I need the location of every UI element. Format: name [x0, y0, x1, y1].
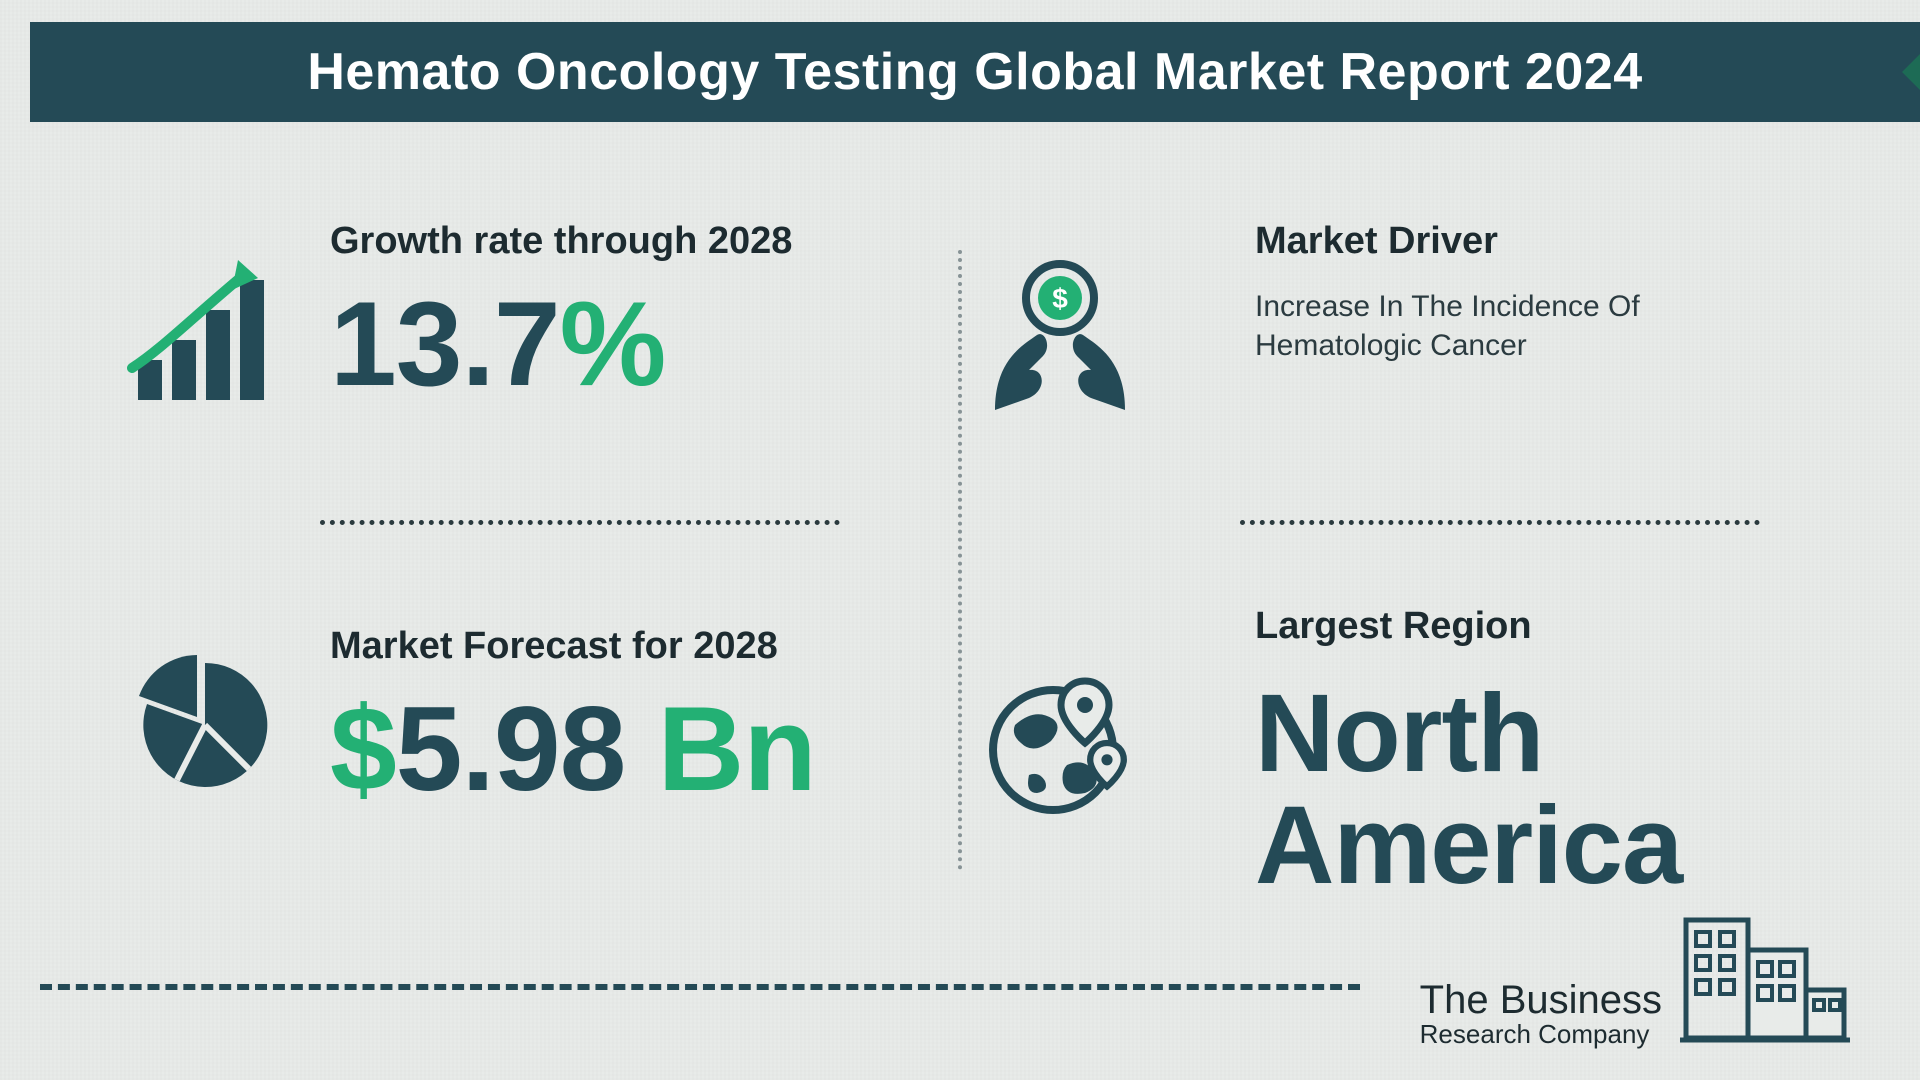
forecast-value-main: 5.98 — [396, 682, 658, 816]
forecast-label-rest: for 2028 — [621, 625, 777, 667]
growth-label-bold: Growth rate — [330, 220, 543, 262]
forecast-cell: Market Forecast for 2028 $5.98 Bn — [120, 565, 975, 920]
logo-buildings-icon — [1680, 900, 1850, 1050]
forecast-label: Market Forecast for 2028 — [330, 625, 955, 668]
title-bar: Hemato Oncology Testing Global Market Re… — [30, 22, 1920, 122]
growth-value-accent: % — [560, 277, 666, 411]
page-title: Hemato Oncology Testing Global Market Re… — [307, 42, 1642, 102]
growth-label: Growth rate through 2028 — [330, 220, 955, 263]
growth-label-rest: through 2028 — [543, 220, 792, 262]
growth-cell: Growth rate through 2028 13.7% — [120, 210, 975, 565]
driver-text: Increase In The Incidence Of Hematologic… — [1255, 287, 1810, 365]
forecast-value: $5.98 Bn — [330, 686, 955, 812]
hands-dollar-icon: $ — [975, 250, 1145, 420]
region-value-line1: North — [1255, 672, 1543, 795]
logo-text: The Business Research Company — [1420, 978, 1662, 1050]
forecast-label-bold: Market Forecast — [330, 625, 621, 667]
region-value: North America — [1255, 678, 1810, 902]
bar-growth-icon — [120, 250, 290, 420]
region-cell: Largest Region North America — [975, 565, 1830, 920]
region-label: Largest Region — [1255, 605, 1810, 648]
company-logo: The Business Research Company — [1420, 900, 1850, 1050]
growth-value: 13.7% — [330, 281, 955, 407]
svg-text:$: $ — [1052, 283, 1068, 314]
globe-pins-icon — [975, 655, 1145, 825]
logo-line2: Research Company — [1420, 1019, 1662, 1050]
driver-cell: $ Market Driver Increase In The Incidenc… — [975, 210, 1830, 565]
bottom-dash — [40, 984, 1360, 990]
pie-icon — [120, 635, 290, 805]
forecast-value-accent2: Bn — [658, 682, 816, 816]
region-value-line2: America — [1255, 784, 1682, 907]
forecast-value-accent1: $ — [330, 682, 396, 816]
growth-value-main: 13.7 — [330, 277, 560, 411]
title-notch — [1902, 48, 1920, 96]
content-grid: Growth rate through 2028 13.7% $ Market … — [120, 210, 1830, 920]
driver-label: Market Driver — [1255, 220, 1810, 263]
logo-line1: The Business — [1420, 978, 1662, 1023]
